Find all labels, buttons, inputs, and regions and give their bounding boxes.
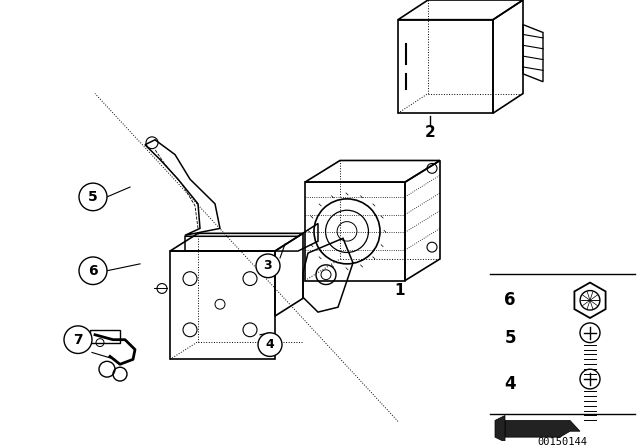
- Text: 6: 6: [88, 264, 98, 278]
- Text: 4: 4: [504, 375, 516, 393]
- Circle shape: [79, 257, 107, 284]
- Text: 4: 4: [266, 338, 275, 351]
- Circle shape: [256, 254, 280, 278]
- Polygon shape: [495, 415, 505, 442]
- Circle shape: [258, 333, 282, 357]
- Text: 6: 6: [504, 291, 516, 309]
- Text: 7: 7: [73, 333, 83, 347]
- Text: 2: 2: [424, 125, 435, 140]
- Text: 5: 5: [88, 190, 98, 204]
- Text: 1: 1: [395, 283, 405, 298]
- Text: 5: 5: [504, 329, 516, 347]
- Circle shape: [64, 326, 92, 353]
- Text: 3: 3: [264, 259, 272, 272]
- Circle shape: [79, 183, 107, 211]
- Text: 00150144: 00150144: [537, 437, 587, 447]
- Polygon shape: [505, 420, 580, 437]
